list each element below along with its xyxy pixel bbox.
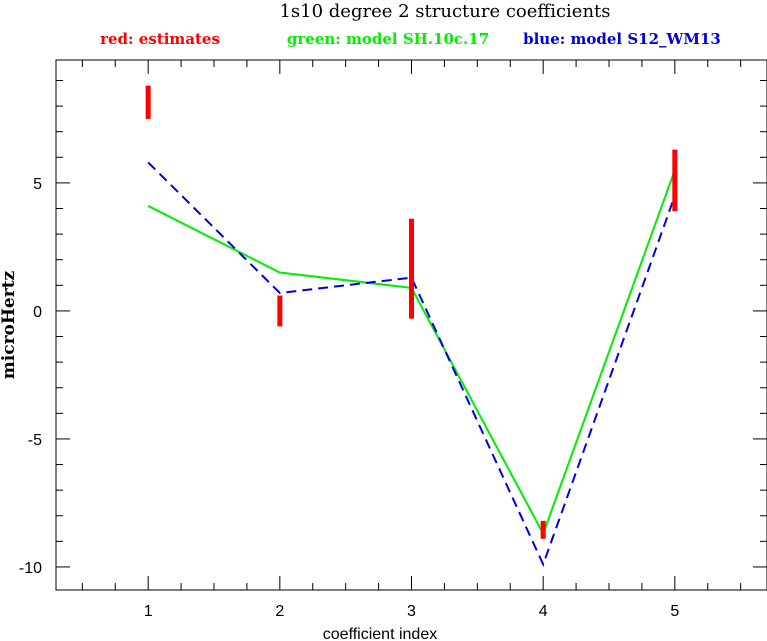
x-tick-label: 4 <box>539 603 548 620</box>
chart-title: 1s10 degree 2 structure coefficients <box>279 1 610 22</box>
y-tick-label: 5 <box>33 176 42 193</box>
y-tick-label: -10 <box>19 560 42 577</box>
axis-ticks <box>56 60 767 590</box>
tick-labels: 1 2 3 4 5 -10 -5 0 5 <box>19 176 680 620</box>
x-axis-label: coefficient index <box>323 626 437 641</box>
estimate-bars <box>145 85 678 539</box>
x-tick-label: 5 <box>670 603 679 620</box>
plot-frame <box>55 59 767 591</box>
y-axis-label: microHertz <box>0 270 19 379</box>
legend-model-sh: green: model SH.10c.17 <box>287 30 489 48</box>
y-tick-label: -5 <box>28 432 42 449</box>
legend-estimates: red: estimates <box>100 30 220 48</box>
x-tick-label: 1 <box>144 603 153 620</box>
legend-model-s12: blue: model S12_WM13 <box>523 30 721 48</box>
x-tick-label: 3 <box>407 603 416 620</box>
y-tick-label: 0 <box>33 304 42 321</box>
x-tick-label: 2 <box>275 603 284 620</box>
